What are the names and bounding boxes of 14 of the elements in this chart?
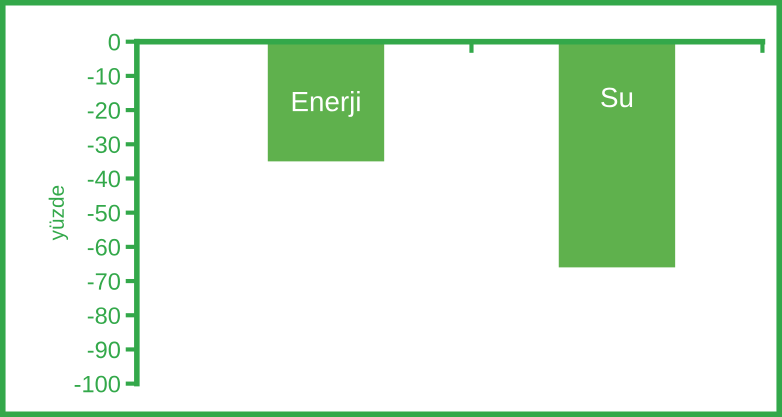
y-tick-label: -30 bbox=[88, 136, 120, 154]
y-tick-label: -100 bbox=[74, 376, 120, 392]
y-tick-label: -90 bbox=[88, 342, 120, 358]
y-tick-label: -10 bbox=[88, 68, 120, 85]
x-tick-label: Enerji bbox=[292, 90, 360, 117]
y-tick-label: -70 bbox=[88, 273, 120, 290]
y-tick-label: -80 bbox=[88, 307, 120, 324]
y-tick-label: -20 bbox=[88, 102, 120, 119]
y-tick-label: -40 bbox=[88, 170, 120, 188]
x-tick-label: Su bbox=[601, 88, 632, 108]
y-tick-label: 0 bbox=[108, 34, 120, 50]
y-tick-label: -60 bbox=[88, 238, 120, 256]
y-tick-label: -50 bbox=[88, 204, 120, 222]
y-axis-title: yüzde bbox=[48, 186, 68, 240]
